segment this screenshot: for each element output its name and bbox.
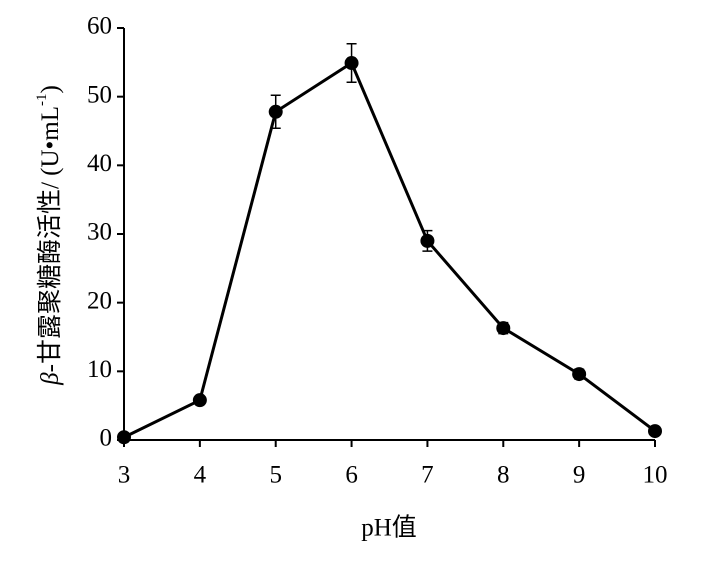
- x-tick-label: 8: [497, 462, 510, 489]
- y-tick-label: 0: [100, 425, 113, 452]
- data-point: [192, 393, 207, 408]
- data-line: [123, 60, 656, 439]
- x-tick-label: 7: [421, 462, 434, 489]
- y-label-sup: -1: [34, 94, 50, 107]
- x-axis-label: pH值: [361, 514, 417, 542]
- data-point: [420, 233, 435, 248]
- data-point: [648, 424, 662, 439]
- x-tick-label: 5: [269, 462, 282, 489]
- y-tick-label: 40: [87, 150, 112, 177]
- y-tick-label: 60: [87, 13, 112, 40]
- data-point: [117, 430, 131, 445]
- data-point: [496, 321, 511, 336]
- y-axis-label: β-甘露聚糖酶活性/ (U•mL-1): [34, 85, 63, 386]
- y-tick-label: 20: [87, 287, 112, 314]
- x-tick-label: 9: [573, 462, 586, 489]
- data-point: [572, 367, 587, 382]
- x-tick-label: 6: [345, 462, 358, 489]
- y-tick-label: 30: [87, 219, 112, 246]
- y-tick-label: 50: [87, 81, 112, 108]
- data-point: [344, 56, 359, 71]
- x-tick-label: 4: [194, 462, 207, 489]
- data-point: [268, 104, 283, 119]
- y-label-part: β: [37, 372, 64, 386]
- y-label-part: -甘露聚糖酶活性/ (U•mL: [36, 106, 64, 372]
- y-label-part: ): [37, 85, 64, 93]
- x-tick-label: 10: [643, 462, 668, 489]
- x-tick-label: 3: [118, 462, 131, 489]
- y-tick-label: 10: [87, 356, 112, 383]
